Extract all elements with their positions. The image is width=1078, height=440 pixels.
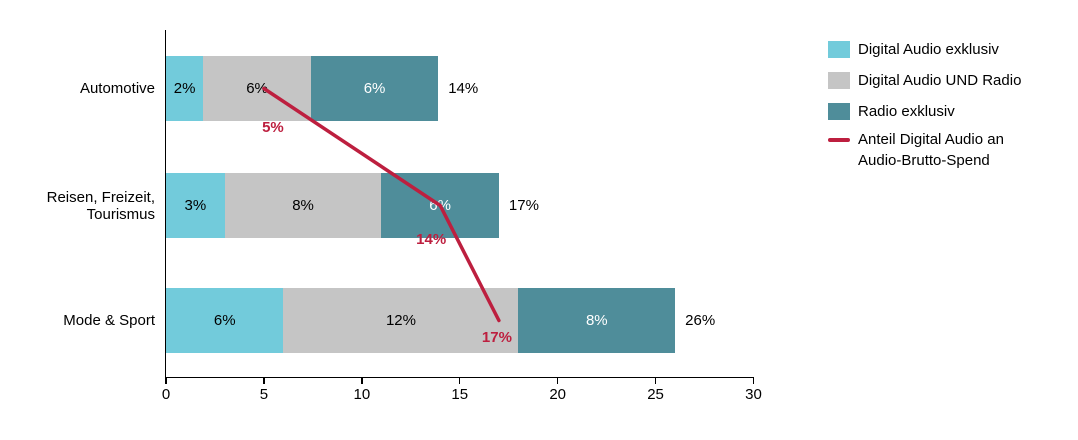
- bar-row: 3% 8% 6% 17%: [0, 173, 1078, 238]
- bar-segment: [166, 288, 284, 353]
- legend-label: Radio exklusiv: [858, 103, 955, 120]
- x-axis-tick-label: 25: [647, 386, 664, 403]
- x-axis-tick: [458, 378, 461, 384]
- trend-point-label: 5%: [262, 118, 284, 136]
- x-axis-tick: [263, 378, 265, 384]
- x-axis-line: [164, 376, 754, 378]
- bar-segment: [224, 173, 382, 238]
- x-axis-tick: [361, 378, 363, 384]
- bar-row: 6% 12% 8% 26%: [0, 288, 1078, 353]
- trend-point-label: 14%: [416, 230, 447, 248]
- legend-swatch: [828, 103, 850, 120]
- bar-total-label: 14%: [448, 80, 479, 97]
- x-axis-tick-label: 20: [549, 386, 566, 403]
- category-label: Mode & Sport: [63, 312, 155, 329]
- legend-label: Digital Audio UND Radio: [858, 72, 1022, 89]
- x-axis-tick: [752, 378, 755, 384]
- category-label: Reisen, Freizeit, Tourismus: [46, 188, 155, 223]
- x-axis-tick-label: 30: [745, 386, 762, 403]
- legend-line-icon: [828, 138, 850, 142]
- category-label: Automotive: [79, 80, 155, 97]
- bar-total-label: 17%: [508, 197, 539, 214]
- x-axis-tick: [165, 378, 167, 384]
- x-axis-tick: [556, 378, 559, 384]
- legend-label: Digital Audio exklusiv: [858, 41, 999, 58]
- bar-segment: [166, 56, 204, 121]
- bar-segment: [166, 173, 225, 238]
- bar-segment: [381, 173, 499, 238]
- x-axis-tick-label: 5: [259, 386, 269, 403]
- x-axis-tick-label: 15: [451, 386, 469, 403]
- x-axis-tick-label: 10: [353, 386, 371, 403]
- legend-label: Anteil Digital Audio an Audio-Brutto-Spe…: [858, 131, 1004, 169]
- y-axis-line: [164, 30, 166, 378]
- trend-point-label: 17%: [481, 328, 512, 346]
- bar-segment: [518, 288, 676, 353]
- x-axis-tick: [654, 378, 657, 384]
- bar-segment: [203, 56, 311, 121]
- legend-swatch: [828, 41, 850, 58]
- legend-swatch: [828, 72, 850, 89]
- bar-total-label: 26%: [685, 312, 716, 329]
- bar-segment: [310, 56, 439, 121]
- x-axis-tick-label: 0: [161, 386, 171, 403]
